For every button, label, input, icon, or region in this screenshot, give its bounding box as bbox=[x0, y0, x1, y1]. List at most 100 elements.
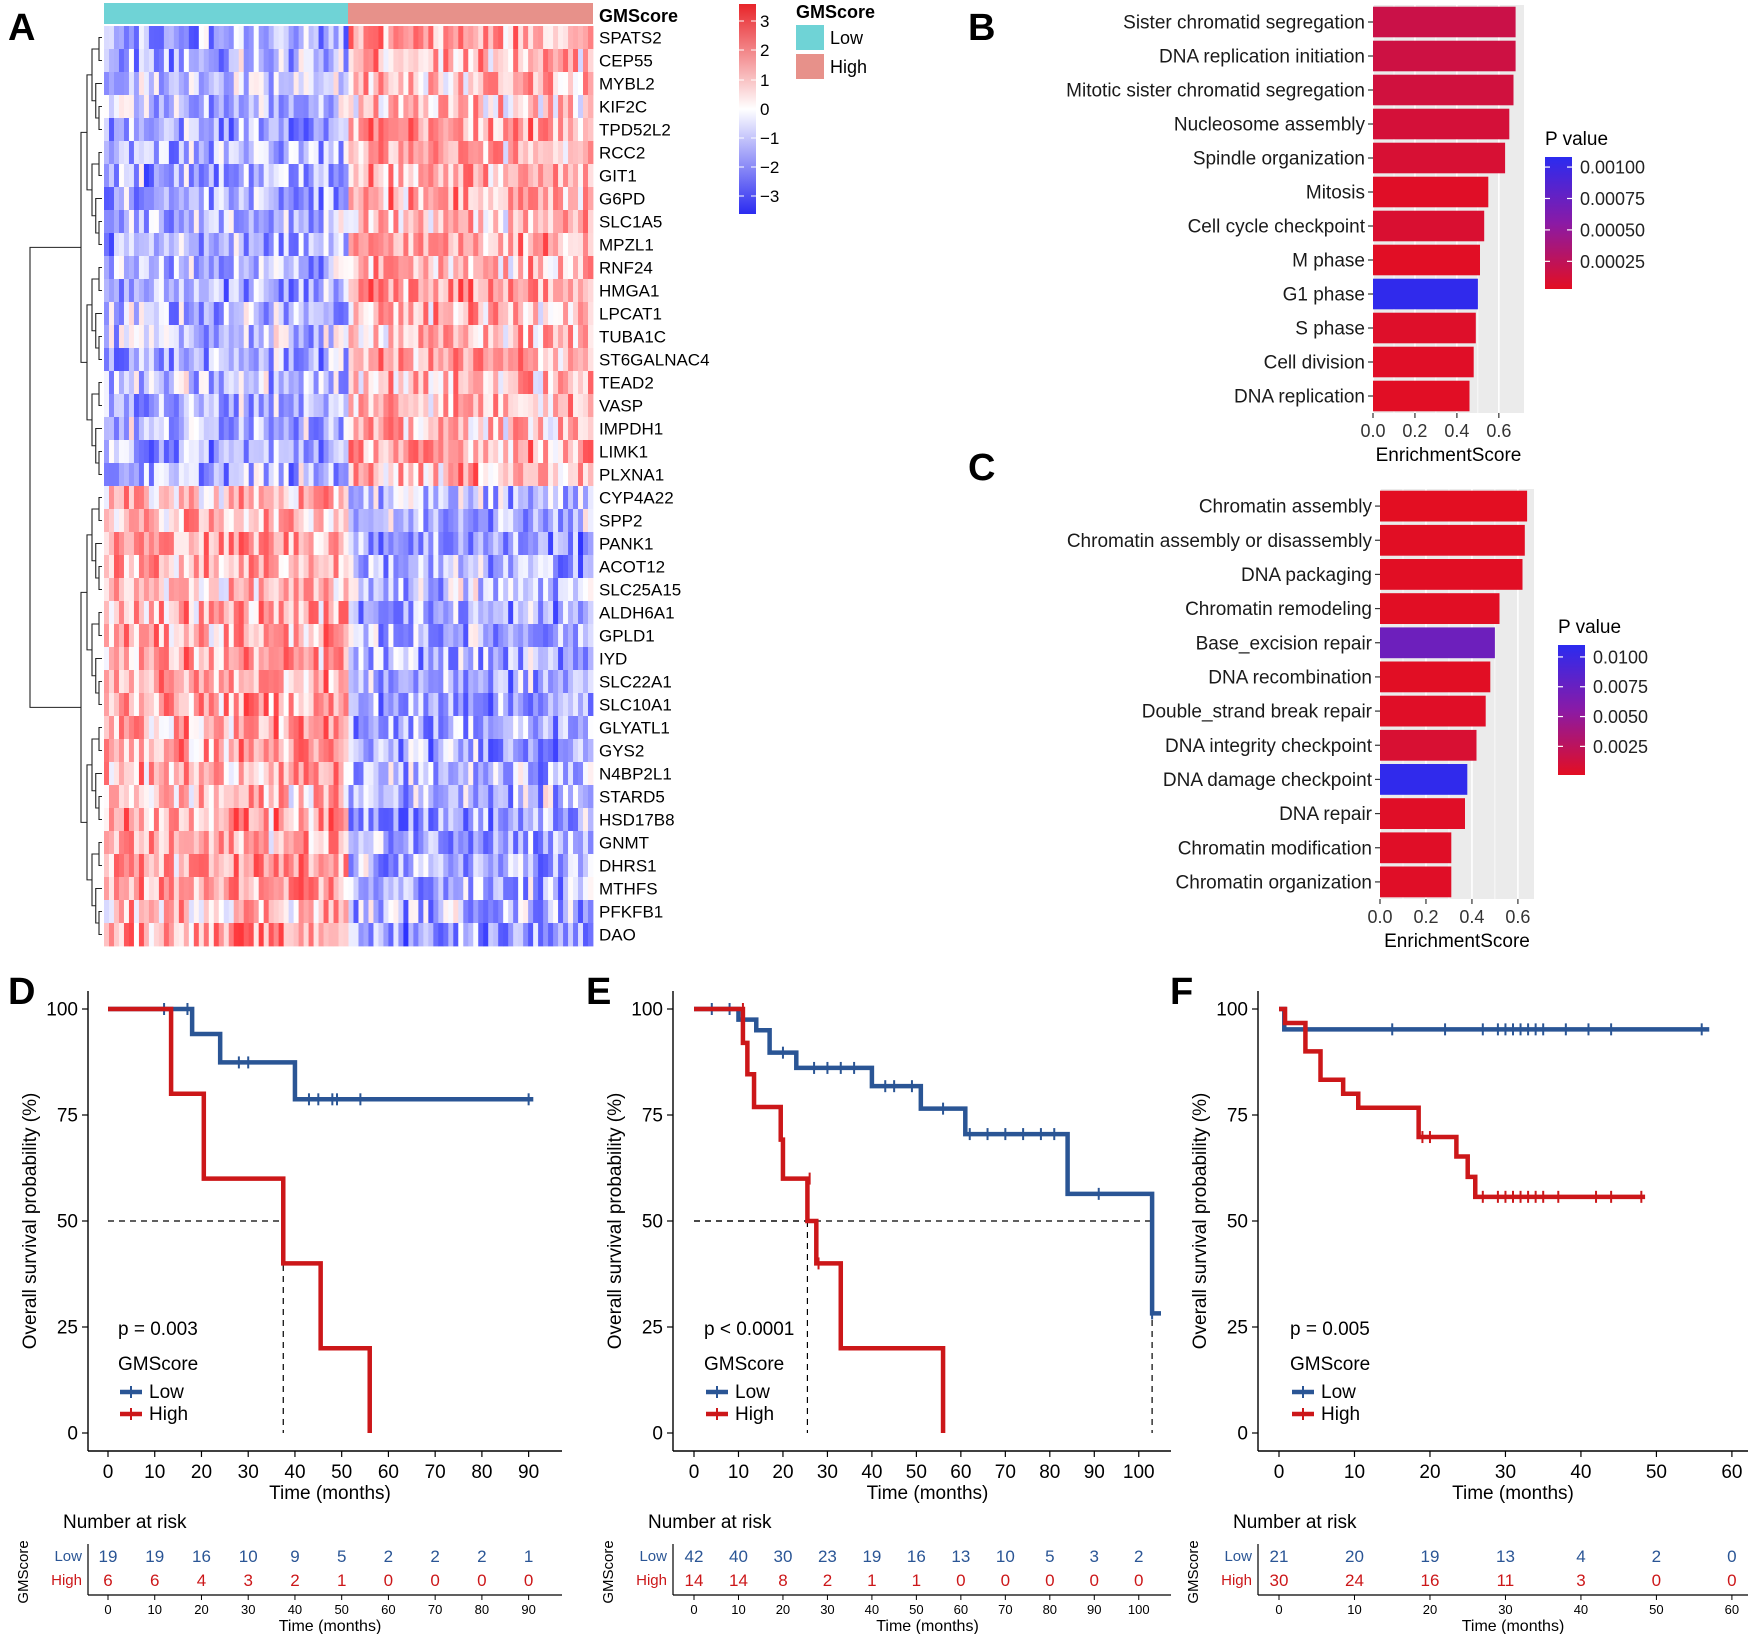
heatmap-cell bbox=[153, 49, 160, 73]
heatmap-cell bbox=[523, 256, 529, 280]
heatmap-cell bbox=[548, 72, 554, 96]
heatmap-cell bbox=[408, 532, 414, 556]
heatmap-cell bbox=[128, 233, 135, 257]
heatmap-cell bbox=[488, 900, 494, 924]
heatmap-cell bbox=[298, 371, 304, 395]
heatmap-cell bbox=[458, 417, 464, 441]
heatmap-cell bbox=[288, 118, 295, 142]
heatmap-cell bbox=[223, 164, 230, 188]
heatmap-cell bbox=[188, 785, 195, 809]
heatmap-cell bbox=[238, 302, 245, 326]
heatmap-cell bbox=[168, 49, 175, 73]
heatmap-cell bbox=[308, 739, 314, 763]
y-tick-label: 0 bbox=[652, 1424, 663, 1445]
heatmap-cell bbox=[513, 49, 519, 73]
heatmap-cell bbox=[138, 739, 145, 763]
heatmap-cell bbox=[468, 739, 474, 763]
heatmap-cell bbox=[503, 49, 509, 73]
heatmap-cell bbox=[368, 601, 374, 625]
heatmap-cell bbox=[583, 808, 589, 832]
heatmap-cell bbox=[153, 670, 160, 694]
heatmap-cell bbox=[163, 440, 170, 464]
heatmap-cell bbox=[418, 325, 424, 349]
heatmap-cell bbox=[458, 118, 464, 142]
heatmap-cell bbox=[498, 877, 504, 901]
heatmap-cell bbox=[398, 187, 404, 211]
heatmap-cell bbox=[188, 578, 195, 602]
heatmap-cell bbox=[188, 693, 195, 717]
heatmap-cell bbox=[453, 279, 459, 303]
heatmap-cell bbox=[538, 279, 544, 303]
heatmap-cell bbox=[568, 302, 574, 326]
heatmap-cell bbox=[433, 762, 439, 786]
heatmap-cell bbox=[273, 716, 280, 740]
heatmap-cell bbox=[323, 26, 329, 50]
heatmap-cell bbox=[393, 762, 399, 786]
gene-label: IYD bbox=[599, 650, 627, 669]
heatmap-cell bbox=[213, 578, 220, 602]
risk-x-tick-label: 80 bbox=[475, 1602, 489, 1617]
heatmap-cell bbox=[433, 578, 439, 602]
dendrogram-branch bbox=[98, 36, 102, 62]
heatmap-cell bbox=[418, 785, 424, 809]
heatmap-cell bbox=[148, 532, 155, 556]
heatmap-cell bbox=[478, 532, 484, 556]
heatmap-cell bbox=[118, 716, 125, 740]
heatmap-cell bbox=[263, 187, 270, 211]
heatmap-cell bbox=[428, 164, 434, 188]
x-tick-label: 40 bbox=[861, 1462, 882, 1483]
heatmap-cell bbox=[453, 831, 459, 855]
heatmap-cell bbox=[168, 141, 175, 165]
x-tick-label: 10 bbox=[144, 1462, 165, 1483]
heatmap-cell bbox=[533, 923, 539, 947]
heatmap-cell bbox=[488, 118, 494, 142]
heatmap-cell bbox=[118, 417, 125, 441]
pvalue-tick-label: 0.00075 bbox=[1580, 189, 1645, 209]
heatmap-cell bbox=[133, 762, 140, 786]
heatmap-cell bbox=[228, 877, 235, 901]
heatmap-cell bbox=[123, 72, 130, 96]
heatmap-cell bbox=[213, 509, 220, 533]
bar bbox=[1373, 6, 1516, 38]
heatmap-cell bbox=[303, 348, 309, 372]
heatmap-cell bbox=[503, 486, 509, 510]
heatmap-cell bbox=[503, 256, 509, 280]
heatmap-cell bbox=[198, 348, 205, 372]
heatmap-cell bbox=[318, 808, 324, 832]
heatmap-cell bbox=[558, 831, 564, 855]
heatmap-cell bbox=[273, 210, 280, 234]
heatmap-cell bbox=[288, 647, 295, 671]
heatmap-cell bbox=[173, 118, 180, 142]
heatmap-cell bbox=[253, 923, 260, 947]
heatmap-cell bbox=[193, 716, 200, 740]
heatmap-cell bbox=[313, 532, 319, 556]
heatmap-cell bbox=[138, 647, 145, 671]
heatmap-cell bbox=[318, 555, 324, 579]
heatmap-cell bbox=[238, 187, 245, 211]
heatmap-cell bbox=[453, 49, 459, 73]
heatmap-cell bbox=[488, 624, 494, 648]
heatmap-cell bbox=[513, 509, 519, 533]
heatmap-cell bbox=[398, 210, 404, 234]
heatmap-cell bbox=[528, 49, 534, 73]
heatmap-cell bbox=[213, 601, 220, 625]
heatmap-cell bbox=[358, 900, 364, 924]
heatmap-cell bbox=[363, 325, 369, 349]
heatmap-cell bbox=[243, 26, 250, 50]
heatmap-cell bbox=[218, 808, 225, 832]
heatmap-cell bbox=[383, 624, 389, 648]
heatmap-cell bbox=[323, 440, 329, 464]
heatmap-cell bbox=[458, 72, 464, 96]
heatmap-cell bbox=[488, 509, 494, 533]
heatmap-cell bbox=[228, 187, 235, 211]
heatmap-cell bbox=[333, 877, 339, 901]
heatmap-cell bbox=[268, 279, 275, 303]
heatmap-cell bbox=[463, 210, 469, 234]
heatmap-cell bbox=[568, 72, 574, 96]
heatmap-cell bbox=[363, 923, 369, 947]
heatmap-cell bbox=[503, 141, 509, 165]
heatmap-cell bbox=[193, 670, 200, 694]
heatmap-cell bbox=[483, 716, 489, 740]
gene-label: PANK1 bbox=[599, 535, 654, 554]
heatmap-cell bbox=[213, 440, 220, 464]
